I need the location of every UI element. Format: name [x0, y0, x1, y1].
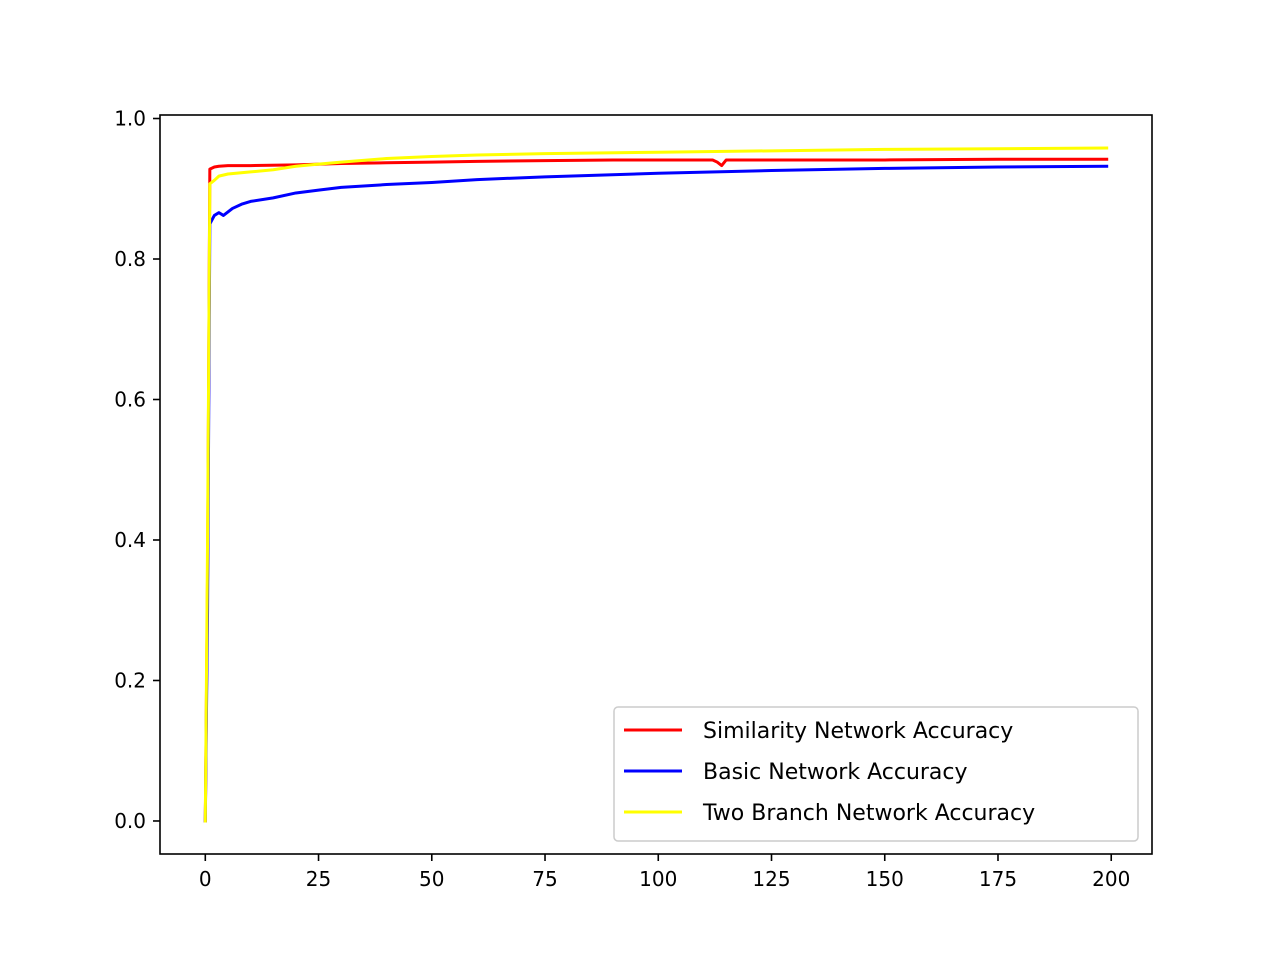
legend-label-similarity: Similarity Network Accuracy — [703, 719, 1013, 744]
y-tick-label: 0.6 — [114, 388, 146, 412]
y-tick-label: 0.4 — [114, 528, 146, 552]
x-tick-label: 0 — [199, 867, 212, 891]
x-axis: 0 25 50 75 100 125 150 175 200 — [199, 854, 1130, 891]
series-line-similarity — [203, 157, 1109, 823]
y-axis: 0.0 0.2 0.4 0.6 0.8 1.0 — [114, 107, 160, 833]
x-tick-label: 200 — [1092, 867, 1130, 891]
series-layer — [203, 146, 1109, 823]
series-line-two-branch — [203, 146, 1109, 823]
x-tick-label: 125 — [752, 867, 790, 891]
x-tick-label: 150 — [866, 867, 904, 891]
y-tick-label: 0.2 — [114, 668, 146, 692]
y-tick-label: 0.0 — [114, 809, 146, 833]
y-tick-label: 1.0 — [114, 107, 146, 131]
x-tick-label: 100 — [639, 867, 677, 891]
legend-label-two-branch: Two Branch Network Accuracy — [702, 801, 1035, 826]
axes-frame — [159, 114, 1153, 855]
y-tick-label: 0.8 — [114, 247, 146, 271]
x-tick-label: 175 — [979, 867, 1017, 891]
x-tick-label: 50 — [419, 867, 444, 891]
legend-box — [613, 706, 1139, 842]
series-line-basic — [203, 164, 1109, 823]
legend: Similarity Network Accuracy Basic Networ… — [613, 706, 1139, 842]
x-tick-label: 75 — [532, 867, 557, 891]
x-tick-label: 25 — [306, 867, 331, 891]
legend-label-basic: Basic Network Accuracy — [703, 760, 968, 785]
